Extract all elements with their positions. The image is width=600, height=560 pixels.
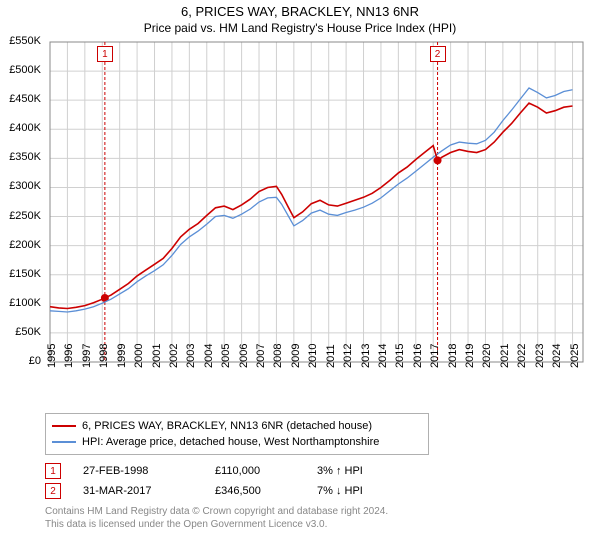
xtick-label: 1995: [46, 344, 58, 368]
xtick-label: 2019: [464, 344, 476, 368]
transaction-price: £110,000: [215, 465, 295, 477]
ytick-label: £200K: [1, 239, 41, 251]
transaction-date: 27-FEB-1998: [83, 465, 193, 477]
credits-line2: This data is licensed under the Open Gov…: [45, 518, 600, 531]
xtick-label: 2023: [534, 344, 546, 368]
marker-label-1: 1: [97, 46, 113, 62]
ytick-label: £50K: [1, 326, 41, 338]
ytick-label: £100K: [1, 297, 41, 309]
xtick-label: 2000: [133, 344, 145, 368]
xtick-label: 2010: [307, 344, 319, 368]
transactions-table: 1 27-FEB-1998 £110,000 3% ↑ HPI 2 31-MAR-2017…: [45, 461, 600, 501]
ytick-label: £300K: [1, 180, 41, 192]
xtick-label: 2012: [342, 344, 354, 368]
xtick-label: 2005: [220, 344, 232, 368]
ytick-label: £500K: [1, 64, 41, 76]
xtick-label: 2008: [272, 344, 284, 368]
legend-row: HPI: Average price, detached house, West…: [52, 434, 422, 450]
xtick-label: 2006: [238, 344, 250, 368]
xtick-label: 2004: [203, 344, 215, 368]
legend: 6, PRICES WAY, BRACKLEY, NN13 6NR (detac…: [45, 413, 429, 455]
xtick-label: 2015: [394, 344, 406, 368]
xtick-label: 2002: [168, 344, 180, 368]
transaction-id-box: 1: [45, 463, 61, 479]
chart-area: £0£50K£100K£150K£200K£250K£300K£350K£400…: [45, 37, 588, 407]
transaction-delta: 3% ↑ HPI: [317, 465, 363, 477]
xtick-label: 2011: [325, 344, 337, 368]
transaction-row: 1 27-FEB-1998 £110,000 3% ↑ HPI: [45, 461, 600, 481]
xtick-label: 2003: [185, 344, 197, 368]
ytick-label: £450K: [1, 93, 41, 105]
legend-label: HPI: Average price, detached house, West…: [82, 436, 379, 448]
xtick-label: 2009: [290, 344, 302, 368]
xtick-label: 2025: [569, 344, 581, 368]
xtick-label: 1999: [116, 344, 128, 368]
ytick-label: £0: [1, 355, 41, 367]
ytick-label: £350K: [1, 151, 41, 163]
legend-label: 6, PRICES WAY, BRACKLEY, NN13 6NR (detac…: [82, 420, 372, 432]
xtick-label: 2020: [481, 344, 493, 368]
transaction-price: £346,500: [215, 485, 295, 497]
xtick-label: 2014: [377, 344, 389, 368]
ytick-label: £550K: [1, 35, 41, 47]
transaction-row: 2 31-MAR-2017 £346,500 7% ↓ HPI: [45, 481, 600, 501]
ytick-label: £250K: [1, 210, 41, 222]
legend-swatch: [52, 425, 76, 427]
credits: Contains HM Land Registry data © Crown c…: [45, 505, 600, 531]
chart-subtitle: Price paid vs. HM Land Registry's House …: [0, 19, 600, 37]
legend-swatch: [52, 441, 76, 443]
xtick-label: 2016: [412, 344, 424, 368]
ytick-label: £150K: [1, 268, 41, 280]
xtick-label: 2013: [360, 344, 372, 368]
legend-row: 6, PRICES WAY, BRACKLEY, NN13 6NR (detac…: [52, 418, 422, 434]
xtick-label: 1997: [81, 344, 93, 368]
transaction-delta: 7% ↓ HPI: [317, 485, 363, 497]
xtick-label: 2007: [255, 344, 267, 368]
xtick-label: 2022: [516, 344, 528, 368]
chart-title: 6, PRICES WAY, BRACKLEY, NN13 6NR: [0, 0, 600, 19]
marker-label-2: 2: [430, 46, 446, 62]
transaction-date: 31-MAR-2017: [83, 485, 193, 497]
xtick-label: 2017: [429, 344, 441, 368]
xtick-label: 1996: [63, 344, 75, 368]
xtick-label: 1998: [98, 344, 110, 368]
transaction-id-box: 2: [45, 483, 61, 499]
xtick-label: 2021: [499, 344, 511, 368]
ytick-label: £400K: [1, 122, 41, 134]
xtick-label: 2018: [447, 344, 459, 368]
xtick-label: 2001: [151, 344, 163, 368]
credits-line1: Contains HM Land Registry data © Crown c…: [45, 505, 600, 518]
xtick-label: 2024: [551, 344, 563, 368]
